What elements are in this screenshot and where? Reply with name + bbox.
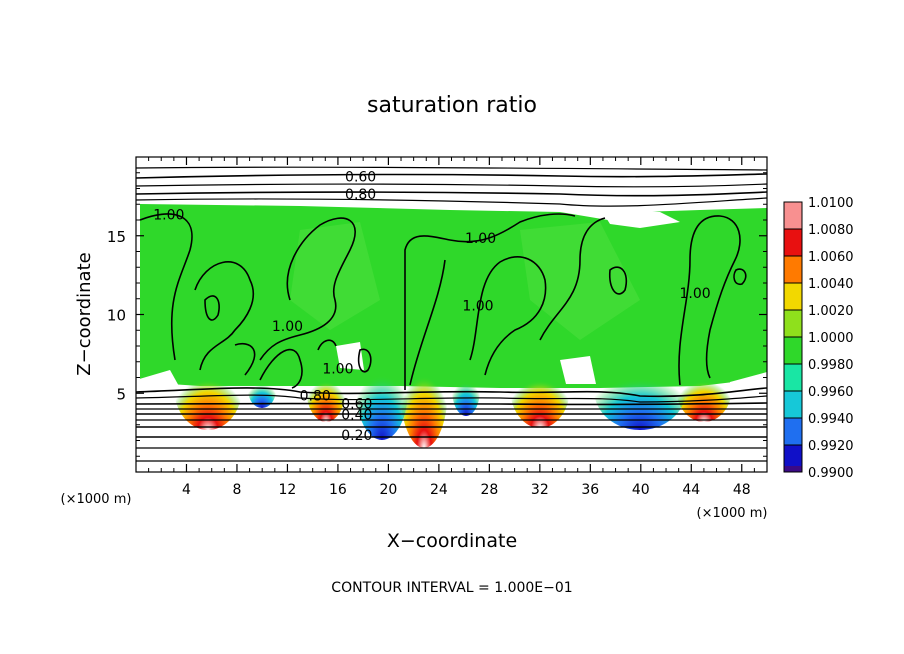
- x-tick-label: 36: [581, 482, 599, 498]
- colorbar-label: 1.0100: [808, 196, 854, 211]
- y-axis-title: Z−coordinate: [74, 252, 95, 375]
- contour-label: 0.60: [341, 396, 372, 412]
- x-tick-label: 40: [632, 482, 650, 498]
- x-tick-label: 24: [430, 482, 448, 498]
- x-tick-label: 20: [379, 482, 397, 498]
- colorbar-label: 0.9900: [808, 466, 854, 481]
- y-tick-label: 5: [116, 385, 126, 403]
- light-green-patch: [290, 222, 380, 330]
- x-tick-label: 4: [182, 482, 191, 498]
- contour-label: 0.80: [345, 187, 376, 203]
- chart-title: saturation ratio: [367, 93, 537, 118]
- colorbar-swatch: [784, 418, 802, 445]
- clear-air-gap: [560, 356, 596, 384]
- colorbar-label: 0.9920: [808, 439, 854, 454]
- contour-label: 0.40: [341, 407, 372, 423]
- contour-label: 1.00: [462, 299, 493, 315]
- x-tick-label: 48: [733, 482, 751, 498]
- contour-label: 1.00: [272, 319, 303, 335]
- contour-label: 1.00: [465, 231, 496, 247]
- colorbar-label: 0.9980: [808, 358, 854, 373]
- contour-lines-cloud: [139, 213, 747, 390]
- colorbar-swatch: [784, 445, 802, 472]
- colorbar-swatch: [784, 256, 802, 283]
- contour-lines-lower: [136, 387, 767, 462]
- thermal-hot-spot: [400, 328, 448, 448]
- colorbar-swatch: [784, 310, 802, 337]
- contour-label: 0.20: [341, 428, 372, 444]
- contour-lines-upper: [136, 166, 767, 207]
- x-unit-left: (×1000 m): [61, 492, 132, 507]
- colorbar-label: 1.0060: [808, 250, 854, 265]
- x-unit-right: (×1000 m): [697, 506, 768, 521]
- contour-label: 1.00: [322, 362, 353, 378]
- x-axis-title: X−coordinate: [387, 530, 517, 552]
- clear-air-gap: [336, 342, 364, 370]
- thermal-hot-spot: [306, 354, 346, 422]
- thermal-hot-spot: [510, 348, 570, 428]
- contour-labels: 0.60 0.80 1.00 1.00 1.00 1.00 1.00 1.00 0.80 0.60…: [153, 169, 710, 444]
- x-tick-label: 32: [531, 482, 549, 498]
- colorbar-label: 1.0040: [808, 277, 854, 292]
- y-tick-label: 10: [107, 307, 126, 325]
- downdraft-cold-spot: [594, 350, 686, 430]
- colorbar-label: 1.0080: [808, 223, 854, 238]
- downdraft-cold-spot: [356, 340, 408, 440]
- colorbar-label: 1.0020: [808, 304, 854, 319]
- saturated-cloud-region: [140, 204, 767, 388]
- thermal-hot-spot: [676, 354, 732, 422]
- colorbar-swatch-min: [784, 466, 802, 472]
- colorbar-swatch: [784, 202, 802, 229]
- contour-interval-note: CONTOUR INTERVAL = 1.000E−01: [331, 580, 572, 596]
- x-tick-label: 44: [682, 482, 700, 498]
- downdraft-cold-spot: [452, 364, 480, 416]
- x-tick-label: 28: [480, 482, 498, 498]
- colorbar-label: 0.9960: [808, 385, 854, 400]
- plot-area: 0.60 0.80 1.00 1.00 1.00 1.00 1.00 1.00 0.80 0.60…: [136, 166, 767, 462]
- colorbar-swatch: [784, 391, 802, 418]
- clear-air-gap: [136, 370, 180, 390]
- y-tick-label: 15: [107, 228, 126, 246]
- x-tick-label: 16: [329, 482, 347, 498]
- colorbar-swatch: [784, 229, 802, 256]
- contour-label: 0.60: [345, 169, 376, 185]
- downdraft-cold-spot: [248, 372, 276, 408]
- x-tick-label: 12: [279, 482, 297, 498]
- clear-air-gap: [730, 372, 767, 390]
- colorbar-swatch: [784, 337, 802, 364]
- colorbar-swatch: [784, 283, 802, 310]
- colorbar-label: 0.9940: [808, 412, 854, 427]
- colorbar: 0.9900 0.9920 0.9940 0.9960 0.9980 1.0000 1.00…: [783, 196, 854, 481]
- colorbar-label: 1.0000: [808, 331, 854, 346]
- clear-air-gap: [600, 208, 680, 228]
- x-tick-label: 8: [232, 482, 241, 498]
- contour-label: 1.00: [153, 207, 184, 223]
- colorbar-swatch: [784, 364, 802, 391]
- contour-label: 1.00: [679, 286, 710, 302]
- light-green-patch: [520, 222, 640, 340]
- contour-label: 0.80: [300, 388, 331, 404]
